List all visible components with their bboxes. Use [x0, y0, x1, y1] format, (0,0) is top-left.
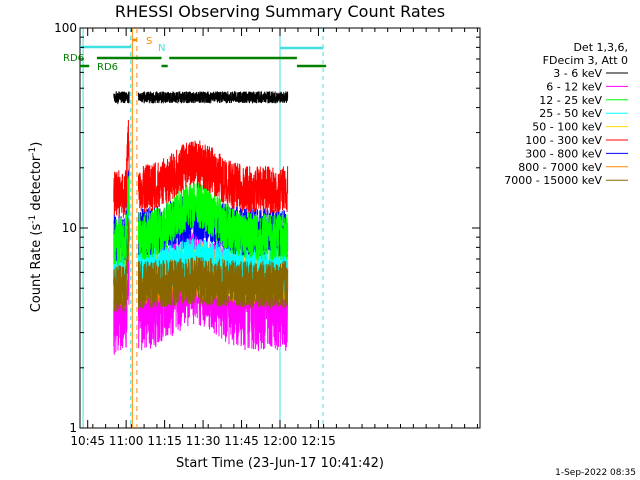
- x-tick-label-2: 11:15: [147, 434, 182, 448]
- series-0-segment-0: [113, 91, 130, 105]
- x-axis-label: Start Time (23-Jun-17 10:41:42): [176, 456, 384, 471]
- series-5-segment-0: [113, 119, 130, 219]
- legend-label-7: 800 - 7000 keV: [518, 161, 602, 174]
- series-2-segment-1: [138, 181, 289, 262]
- y-tick-label-1: 10: [62, 221, 77, 235]
- x-tick-label-4: 11:45: [224, 434, 259, 448]
- x-tick-label-1: 11:00: [109, 434, 144, 448]
- legend-label-0: 3 - 6 keV: [553, 67, 602, 80]
- legend-label-5: 100 - 300 keV: [525, 134, 602, 147]
- legend-label-6: 300 - 800 keV: [525, 147, 602, 160]
- y-axis-label: Count Rate (s-1 detector-1): [28, 142, 44, 313]
- series-5-segment-1: [138, 140, 289, 214]
- legend-label-1: 6 - 12 keV: [546, 80, 602, 93]
- s-marker-label: S: [146, 36, 152, 47]
- y-tick-label-0: 1: [69, 421, 77, 435]
- x-tick-label-3: 11:30: [186, 434, 221, 448]
- legend-header-line-1: Det 1,3,6,: [573, 41, 628, 54]
- legend-label-2: 12 - 25 keV: [539, 94, 602, 107]
- legend-label-4: 50 - 100 keV: [532, 121, 602, 134]
- rd6-label-lower: RD6: [97, 62, 118, 73]
- timestamp: 1-Sep-2022 08:35: [555, 468, 636, 478]
- y-axis-label-sup1: -1: [28, 215, 38, 224]
- x-tick-label-0: 10:45: [70, 434, 105, 448]
- legend-label-8: 7000 - 15000 keV: [504, 174, 602, 187]
- y-tick-label-2: 100: [54, 21, 77, 35]
- y-axis-label-main: Count Rate (s: [29, 224, 44, 313]
- y-axis-label-mid: detector: [29, 155, 44, 215]
- x-tick-label-5: 12:00: [263, 434, 298, 448]
- legend-header-line-2: FDecim 3, Att 0: [543, 54, 628, 67]
- series-0-segment-1: [138, 90, 289, 105]
- series-8-segment-0: [113, 218, 130, 314]
- n-marker-label: N: [158, 43, 165, 54]
- y-axis-label-end: ): [29, 142, 44, 147]
- x-tick-label-6: 12:15: [301, 434, 336, 448]
- legend-label-3: 25 - 50 keV: [539, 107, 602, 120]
- series-8-segment-1: [138, 256, 289, 309]
- y-axis-label-sup2: -1: [28, 147, 38, 156]
- chart-title: RHESSI Observing Summary Count Rates: [115, 2, 445, 21]
- rd6-label-upper: RD6: [63, 53, 84, 64]
- series-2-segment-0: [113, 175, 130, 266]
- plot-layer: 1 10 100 10:45 11:00 11:15 11:30 11:45 12:00 12:1…: [54, 21, 481, 448]
